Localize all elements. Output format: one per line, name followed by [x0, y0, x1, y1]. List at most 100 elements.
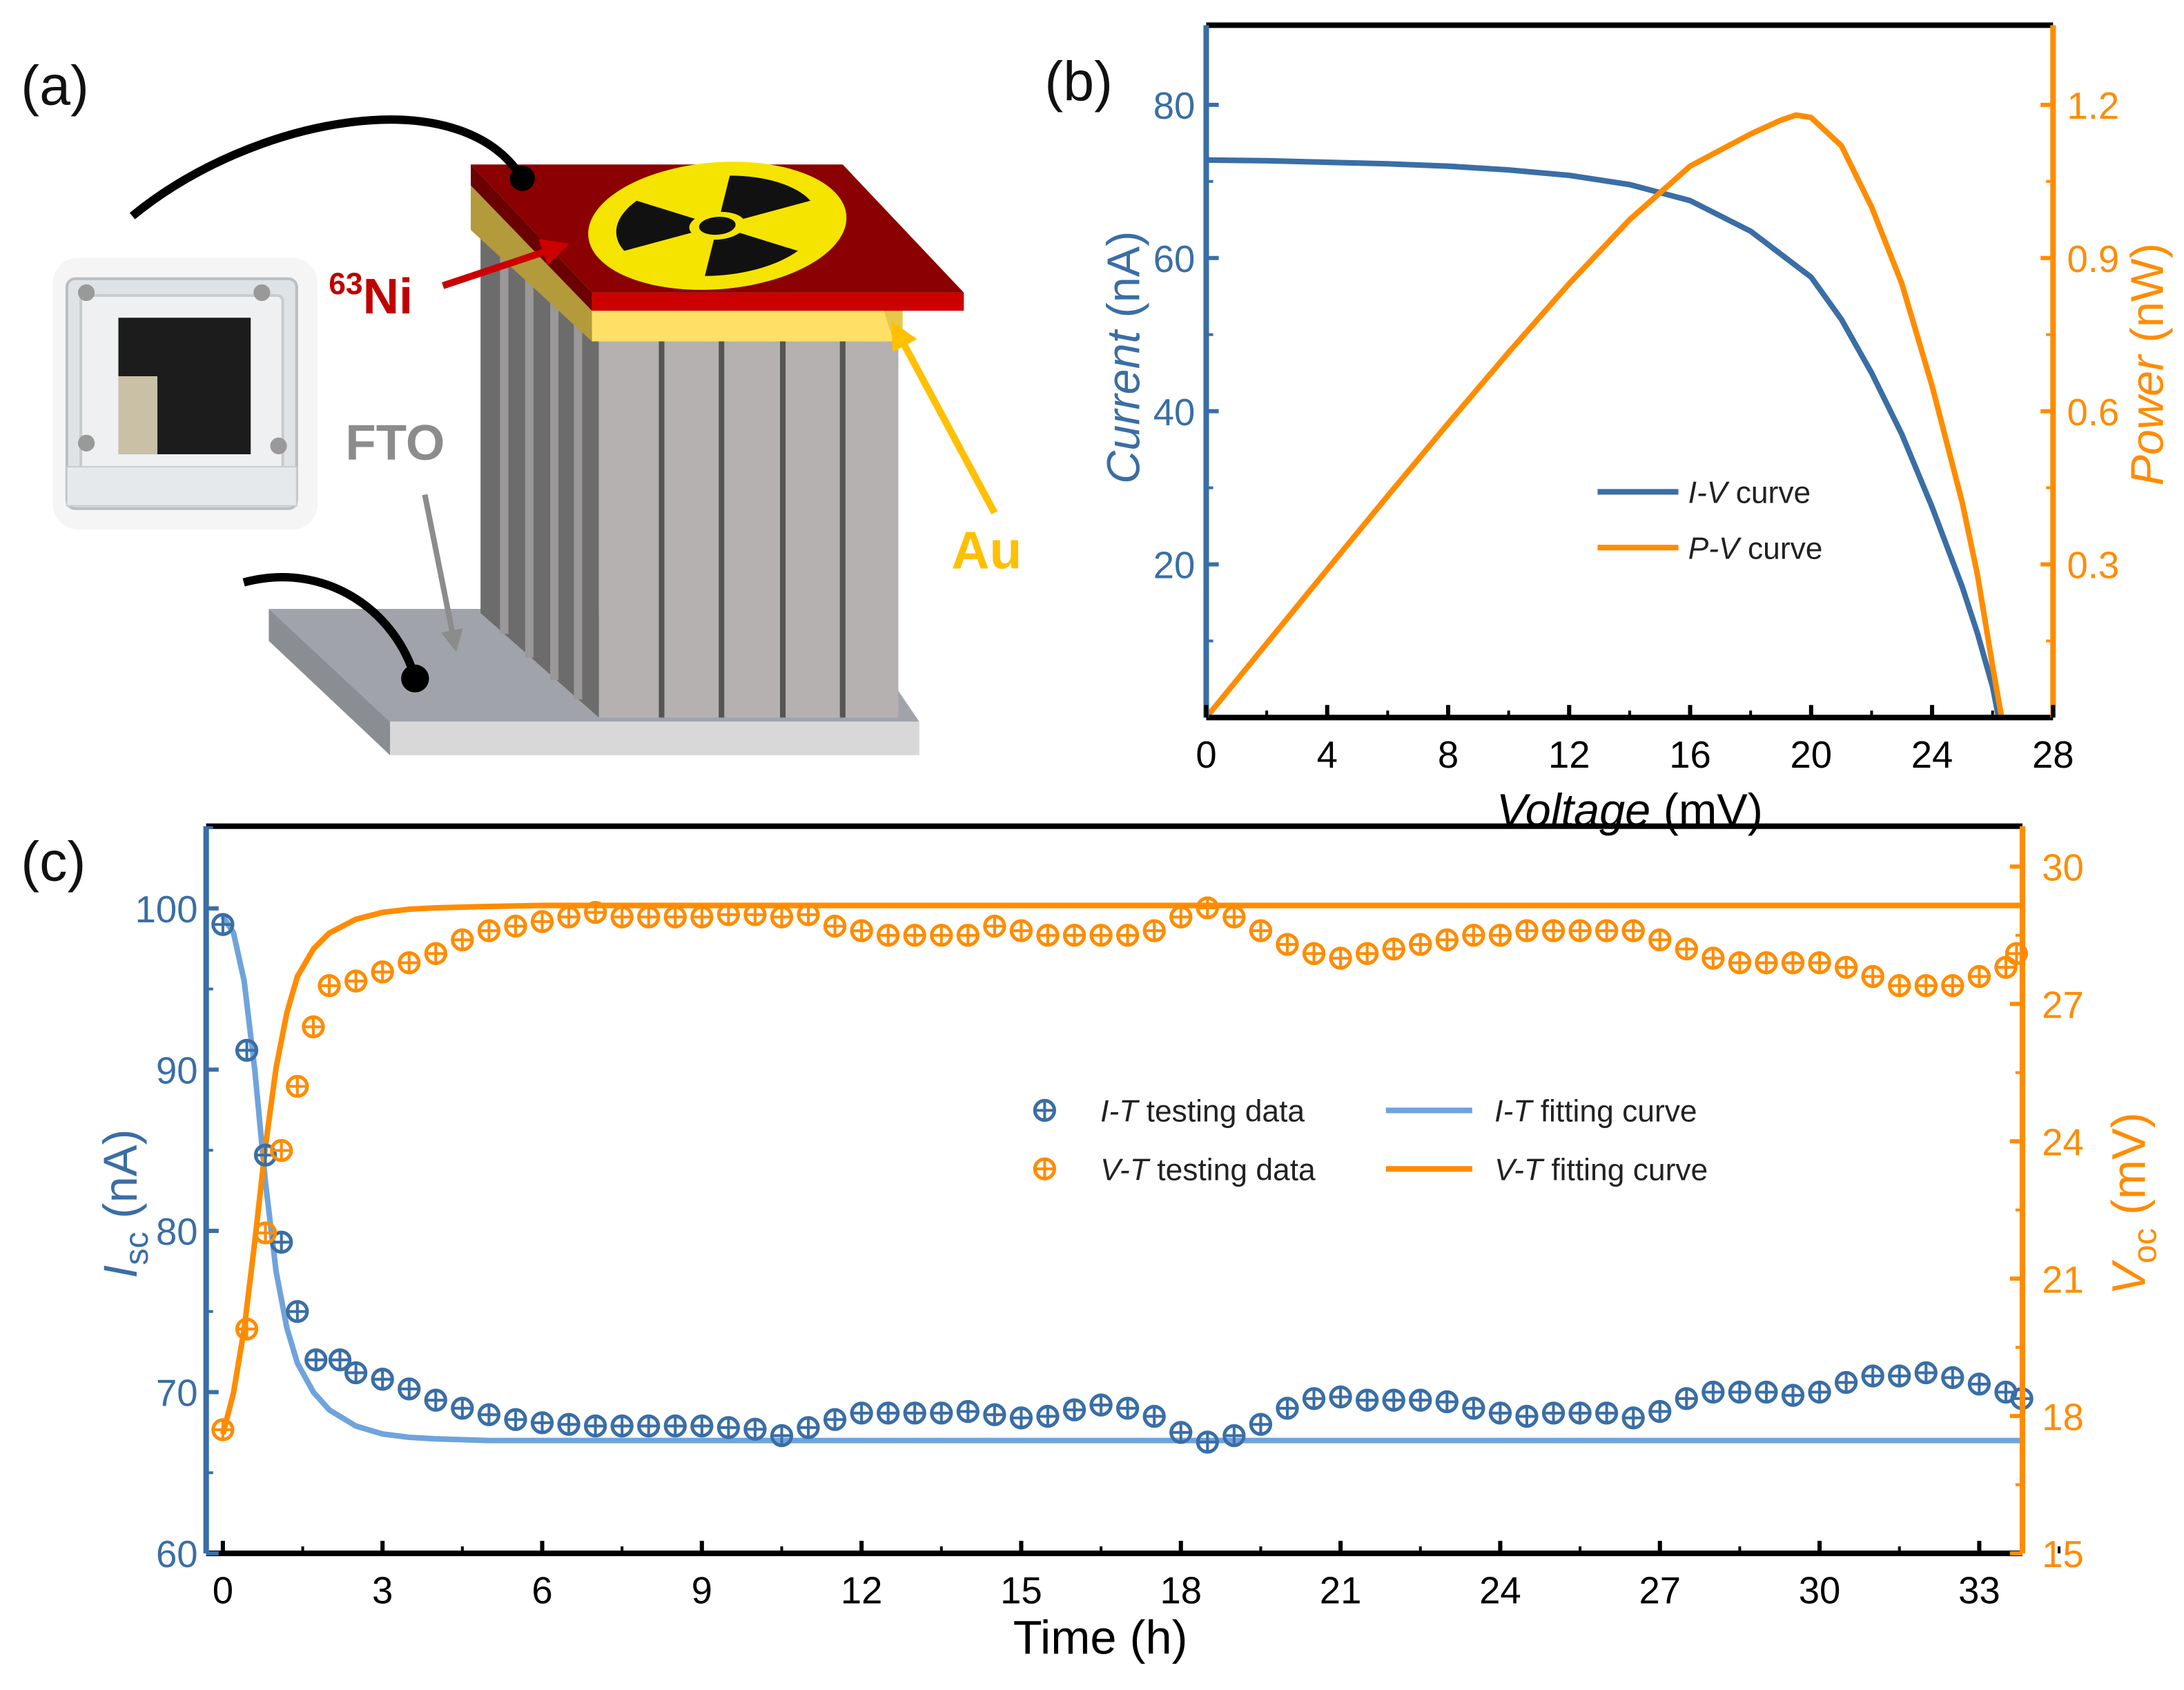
marker-cross: [878, 1403, 898, 1424]
y-tick-label: 90: [156, 1050, 198, 1092]
marker-cross: [1677, 1388, 1697, 1408]
marker-cross: [1624, 920, 1644, 941]
vt-data-point: [1675, 938, 1698, 961]
device-photo: [52, 258, 318, 530]
vt-data-point: [1435, 928, 1459, 952]
it-data-point: [1089, 1393, 1113, 1417]
vt-data-point: [1329, 946, 1352, 970]
it-data-point: [328, 1348, 352, 1372]
it-data-point: [286, 1300, 309, 1323]
vt-data-point: [770, 905, 794, 929]
marker-cross: [426, 944, 446, 964]
marker-cross: [1384, 1390, 1404, 1410]
x-tick-label: 8: [1438, 734, 1459, 776]
x-tick-label: 0: [213, 1570, 233, 1612]
vt-data-point: [1648, 928, 1672, 952]
it-data-point: [1808, 1380, 1831, 1404]
panel-c-label: (c): [21, 831, 86, 893]
y2-axis-label-italic: Power: [2123, 353, 2174, 486]
marker-cross: [1198, 1432, 1218, 1453]
vt-data-point: [1036, 924, 1060, 947]
au-label: Au: [951, 521, 1022, 580]
marker-cross: [1304, 944, 1324, 964]
y2-axis-label-unit: (mV): [2103, 1112, 2156, 1228]
it-data-point: [1541, 1401, 1566, 1425]
marker-cross: [505, 916, 526, 936]
marker-cross: [1570, 920, 1590, 941]
marker-cross: [1597, 1403, 1617, 1424]
vt-data-point: [797, 903, 820, 926]
vt-fitting-curve: [220, 902, 2022, 1435]
marker-cross: [1942, 1368, 1962, 1388]
marker-cross: [1916, 975, 1936, 995]
top-contact: [509, 166, 535, 191]
legend-label: V-T fitting curve: [1494, 1153, 1708, 1187]
marker-cross: [399, 1379, 419, 1399]
marker-cross: [1064, 1400, 1084, 1420]
y2-tick-label: 0.9: [2067, 238, 2120, 280]
marker-cross: [585, 1416, 605, 1436]
vt-data-point: [690, 905, 714, 929]
marker-cross: [1277, 1398, 1298, 1419]
marker-cross: [1517, 1406, 1537, 1426]
marker-cross: [878, 925, 898, 945]
marker-cross: [373, 962, 393, 982]
marker-cross: [1543, 1403, 1563, 1424]
marker-cross: [1783, 953, 1803, 973]
au-layer: [471, 184, 903, 342]
marker-cross: [772, 1426, 792, 1446]
vt-data-point: [344, 969, 368, 993]
x-tick-label: 3: [372, 1570, 393, 1612]
it-data-point: [504, 1408, 527, 1431]
ni63-label: 63Ni: [329, 267, 413, 324]
marker-cross: [585, 902, 605, 922]
x-tick-label: 0: [1196, 734, 1216, 776]
ni63-mass-number: 63: [329, 267, 362, 301]
marker-cross: [1384, 939, 1404, 959]
marker-cross: [958, 925, 978, 945]
vt-data-point: [424, 942, 447, 965]
it-data-point: [235, 1038, 259, 1062]
y-tick-label: 100: [135, 888, 198, 931]
marker-cross: [665, 1416, 685, 1436]
vt-data-point: [877, 924, 900, 947]
legend-label: I-T testing data: [1100, 1095, 1305, 1129]
bottom-wire: [242, 573, 420, 680]
it-data-point: [1488, 1401, 1512, 1425]
it-data-point: [1356, 1388, 1379, 1412]
y-tick-label: 70: [156, 1372, 198, 1415]
it-data-point: [1249, 1412, 1273, 1436]
marker-cross: [1650, 1401, 1670, 1421]
legend-label-italic: V-T: [1100, 1153, 1151, 1187]
it-data-point: [1621, 1406, 1645, 1430]
marker-cross: [931, 925, 951, 945]
marker-cross: [612, 1416, 632, 1436]
y-axis-label-sub: sc: [118, 1232, 155, 1265]
vt-data-point: [1595, 919, 1619, 942]
marker-cross: [1118, 925, 1138, 945]
legend-label-italic: I-T: [1100, 1095, 1140, 1129]
marker-cross: [1570, 1403, 1590, 1424]
vt-data-point: [1142, 919, 1166, 942]
vt-data-point: [451, 928, 474, 952]
fto-label: FTO: [345, 415, 445, 471]
vt-data-point: [504, 914, 527, 938]
y2-tick-label: 1.2: [2067, 85, 2120, 127]
ni63-source: [471, 162, 964, 311]
marker-cross: [1171, 907, 1191, 927]
it-data-point: [1702, 1380, 1725, 1404]
it-data-point: [637, 1414, 661, 1438]
vt-data-point: [823, 914, 847, 938]
marker-cross: [1889, 975, 1909, 995]
marker-cross: [1277, 934, 1298, 955]
marker-cross: [905, 1403, 925, 1424]
marker-cross: [825, 916, 845, 936]
x-tick-label: 12: [841, 1570, 883, 1612]
ni63-arrow: [442, 239, 569, 289]
marker-cross: [692, 1416, 712, 1436]
marker-cross: [958, 1401, 978, 1421]
marker-cross: [1703, 948, 1723, 969]
it-data-point: [1675, 1387, 1698, 1410]
marker-cross: [271, 1140, 291, 1160]
vt-data-point: [398, 951, 421, 975]
